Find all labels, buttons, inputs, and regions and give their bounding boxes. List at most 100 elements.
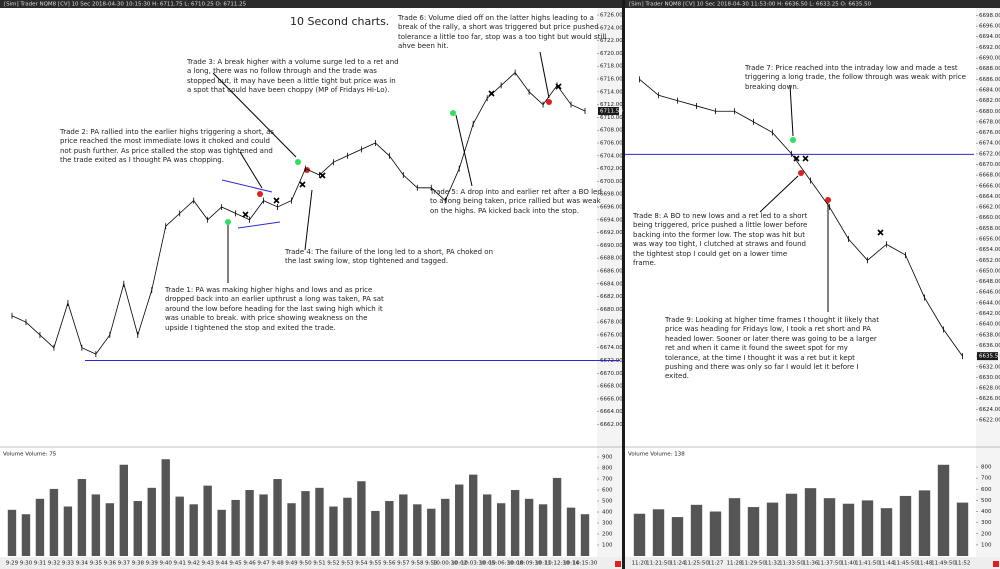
volume-tick-label: 300 — [602, 521, 613, 527]
x-tick-label: 9:44 — [215, 561, 228, 567]
x-tick-label: 11:45:50 — [893, 561, 918, 567]
volume-bar — [728, 498, 741, 556]
volume-tick-label: 800 — [981, 465, 992, 471]
x-tick-label: 9:29 — [6, 561, 19, 567]
volume-tick-label: 800 — [602, 466, 613, 472]
last-price-label: 6711.50 — [600, 109, 623, 115]
volume-bar — [217, 509, 226, 556]
x-tick-label: 9:42 — [187, 561, 199, 567]
y-tick-label: 6684.00 — [600, 281, 623, 287]
header-bar — [0, 0, 1000, 8]
x-tick-label: 9:30 — [20, 561, 33, 567]
corner-button[interactable] — [615, 561, 621, 567]
x-tick-label: 11:24 — [670, 561, 686, 567]
x-tick-label: 11:48 — [917, 561, 933, 567]
volume-bar — [455, 484, 464, 556]
y-tick-label: 6724.00 — [600, 25, 623, 31]
corner-button[interactable] — [993, 561, 999, 567]
last-price-label: 6635.50 — [979, 354, 1000, 360]
x-tick-label: 9:52 — [327, 561, 339, 567]
x-tick-label: 11:52 — [955, 561, 971, 567]
volume-bar — [413, 504, 422, 556]
x-tick-label: 10:02 — [451, 561, 467, 567]
x-tick-label: 10:14 — [563, 561, 579, 567]
volume-bar — [105, 503, 115, 556]
volume-bar — [133, 501, 142, 556]
y-tick-label: 6632.00 — [979, 364, 1000, 370]
volume-bar — [552, 477, 562, 556]
y-tick-label: 6662.00 — [600, 422, 623, 428]
x-tick-label: 9:31 — [34, 561, 46, 567]
x-tick-label: 10:00:30 — [433, 561, 458, 567]
volume-bar — [147, 487, 156, 556]
volume-bar — [510, 490, 520, 556]
volume-bar — [956, 502, 969, 556]
x-tick-label: 9:55 — [369, 561, 382, 567]
y-tick-label: 6686.00 — [979, 77, 1000, 83]
annotation: Trade 5: A drop into and earlier ret aft… — [430, 188, 602, 215]
annotation: Trade 2: PA rallied into the earlier hig… — [60, 128, 275, 165]
x-tick-label: 9:53 — [341, 561, 354, 567]
annotation: Trade 7: Price reached into the intraday… — [745, 64, 966, 91]
y-tick-label: 6664.00 — [979, 194, 1000, 200]
volume-bar — [566, 507, 576, 556]
price-line — [11, 72, 586, 355]
y-tick-label: 6646.00 — [979, 290, 1000, 296]
x-tick-label: 9:37 — [118, 561, 131, 567]
x-tick-label: 10:11 — [535, 561, 551, 567]
x-tick-label: 11:20 — [632, 561, 648, 567]
panel-separator — [622, 0, 625, 569]
volume-bar — [709, 511, 722, 556]
x-tick-label: 9:38 — [132, 561, 145, 567]
volume-bar — [747, 507, 760, 556]
x-tick-label: 9:51 — [313, 561, 325, 567]
x-tick-label: 9:58 — [411, 561, 424, 567]
volume-bar — [441, 498, 450, 556]
chart-title: 10 Second charts. — [290, 15, 390, 28]
volume-bar — [301, 491, 310, 556]
volume-label: Volume Volume: 138 — [628, 452, 685, 458]
y-tick-label: 6698.00 — [979, 13, 1000, 19]
x-tick-label: 9:47 — [257, 561, 270, 567]
volume-bar — [357, 481, 366, 556]
y-tick-label: 6644.00 — [979, 300, 1000, 306]
y-tick-label: 6650.00 — [979, 268, 1000, 274]
y-tick-label: 6666.00 — [979, 183, 1000, 189]
volume-bar — [899, 495, 912, 556]
y-tick-label: 6642.00 — [979, 311, 1000, 317]
volume-tick-label: 900 — [602, 455, 613, 461]
y-tick-label: 6676.00 — [600, 332, 623, 338]
y-tick-label: 6656.00 — [979, 237, 1000, 243]
x-tick-label: 11:28 — [727, 561, 743, 567]
volume-tick-label: 400 — [602, 510, 613, 516]
header-text: [Sim] Trader NQM8 [CV] 10 Sec 2018-04-30… — [4, 2, 247, 8]
volume-bar — [766, 502, 779, 556]
volume-bar — [633, 513, 646, 556]
x-tick-label: 9:45 — [229, 561, 242, 567]
y-tick-label: 6688.00 — [600, 256, 623, 262]
volume-bar — [91, 494, 101, 556]
volume-bar — [119, 464, 128, 556]
y-tick-label: 6676.00 — [979, 130, 1000, 136]
volume-bar — [63, 506, 73, 556]
annotation: Trade 8: A BO to new lows and a ret led … — [633, 212, 808, 268]
volume-bar — [7, 509, 17, 556]
volume-bar — [399, 494, 408, 556]
volume-bar — [287, 503, 296, 556]
x-tick-label: 10:05 — [479, 561, 495, 567]
x-tick-label: 10:08 — [507, 561, 523, 567]
y-tick-label: 6694.00 — [600, 217, 623, 223]
x-tick-label: 11:33:50 — [779, 561, 804, 567]
volume-bar — [482, 494, 492, 556]
volume-tick-label: 100 — [602, 543, 613, 549]
header-text: [Sim] Trader NQM8 [CV] 10 Sec 2018-04-30… — [629, 2, 872, 8]
x-tick-label: 11:41:50 — [855, 561, 880, 567]
y-tick-label: 6718.00 — [600, 64, 623, 70]
volume-bar — [371, 510, 380, 556]
x-tick-label: 11:37:50 — [817, 561, 842, 567]
volume-bar — [427, 508, 436, 556]
volume-bar — [842, 503, 855, 556]
volume-bar — [880, 508, 893, 556]
volume-bar — [35, 498, 45, 556]
